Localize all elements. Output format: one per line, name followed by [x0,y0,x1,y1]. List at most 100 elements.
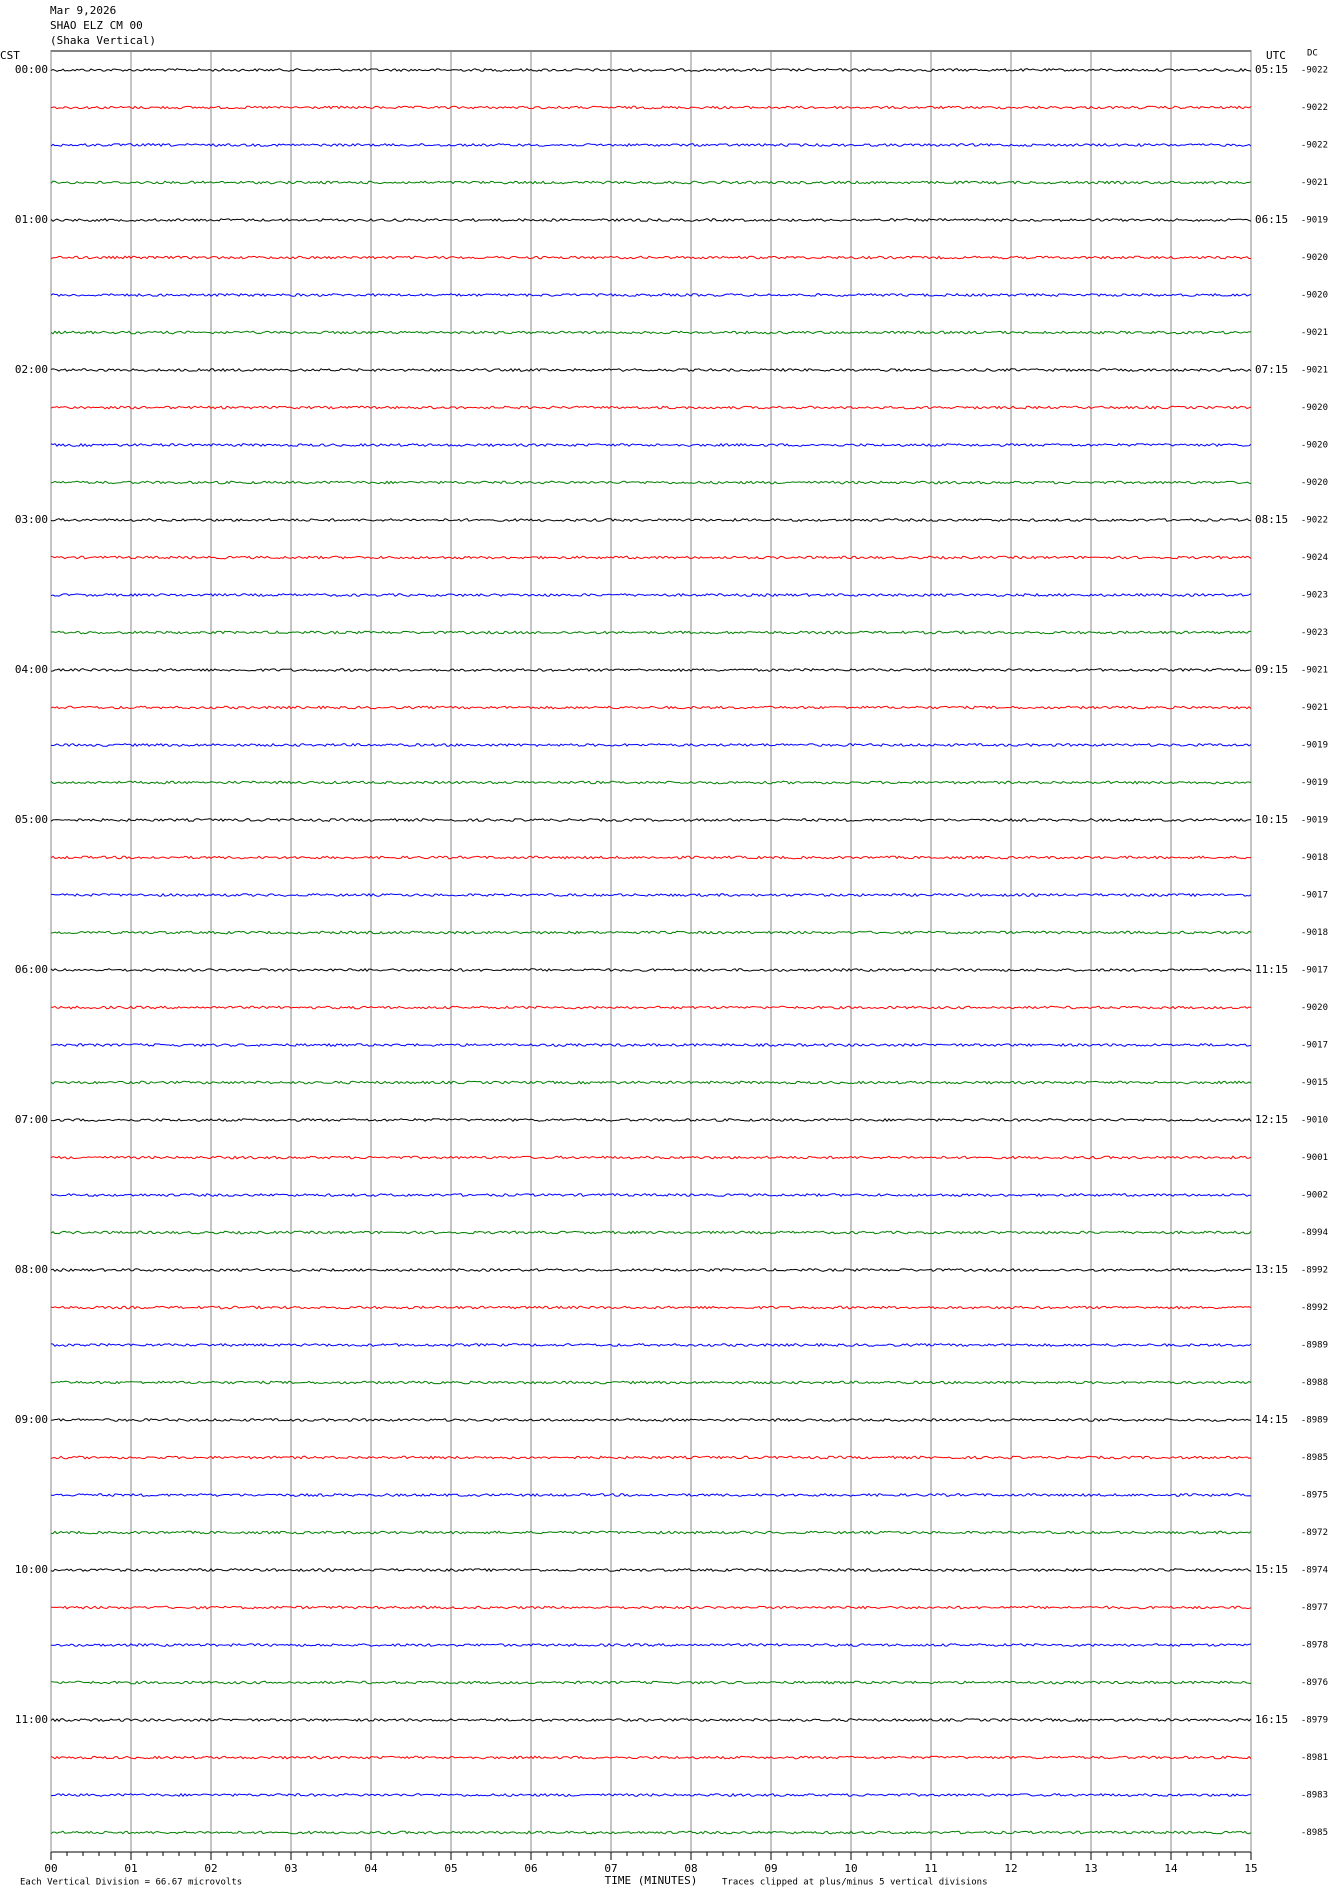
dc-value: -9023 [1301,628,1328,638]
dc-value: -9021 [1301,666,1328,676]
dc-value: -9021 [1301,703,1328,713]
dc-value: -9020 [1301,291,1328,301]
dc-value: -9017 [1301,891,1328,901]
x-tick-label: 00 [44,1862,57,1875]
dc-value: -8976 [1301,1678,1328,1688]
dc-value: -9019 [1301,741,1328,751]
trace [50,1230,1252,1235]
dc-value: -9024 [1301,553,1328,563]
utc-label: 07:15 [1255,363,1288,376]
utc-label: 16:15 [1255,1713,1288,1726]
cst-label: 02:00 [15,363,48,376]
trace [50,1755,1252,1760]
cst-label: 00:00 [15,63,48,76]
trace [50,1118,1252,1123]
x-tick-label: 05 [444,1862,457,1875]
cst-label: 05:00 [15,813,48,826]
trace [50,1080,1252,1085]
plot-frame [50,50,1252,1853]
dc-value: -9021 [1301,178,1328,188]
trace [50,1342,1252,1348]
utc-label: 06:15 [1255,213,1288,226]
dc-value: -9021 [1301,328,1328,338]
cst-label: 09:00 [15,1413,48,1426]
trace [50,1155,1252,1160]
trace [50,330,1252,335]
dc-value: -9002 [1301,1191,1328,1201]
cst-label: 06:00 [15,963,48,976]
trace [50,1305,1252,1310]
dc-value: -8989 [1301,1341,1328,1351]
trace [50,1193,1252,1198]
dc-value: -8981 [1301,1753,1328,1763]
x-tick-label: 06 [524,1862,537,1875]
dc-value: -9019 [1301,216,1328,226]
dc-value: -8983 [1301,1791,1328,1801]
dc-value: -9021 [1301,366,1328,376]
utc-label: 05:15 [1255,63,1288,76]
dc-value: -9020 [1301,403,1328,413]
trace [51,1642,1252,1647]
trace [50,1680,1252,1685]
dc-value: -9018 [1301,853,1328,863]
dc-value: -9022 [1301,516,1328,526]
trace [50,555,1252,560]
trace [50,1492,1252,1498]
trace [50,1380,1252,1385]
trace [50,668,1252,673]
utc-label: 13:15 [1255,1263,1288,1276]
dc-value: -8974 [1301,1566,1328,1576]
trace [50,367,1252,373]
trace [50,517,1252,522]
trace [50,780,1252,785]
dc-value: -8972 [1301,1528,1328,1538]
utc-label: 11:15 [1255,963,1288,976]
trace [50,1793,1252,1797]
utc-label: 15:15 [1255,1563,1288,1576]
cst-label: 10:00 [15,1563,48,1576]
dc-value: -8975 [1301,1491,1328,1501]
trace [50,1005,1252,1010]
dc-value: -8977 [1301,1603,1328,1613]
cst-label: 01:00 [15,213,48,226]
trace [50,855,1252,860]
trace [50,1830,1252,1835]
x-tick-label: 08 [684,1862,697,1875]
trace [50,968,1252,972]
cst-label: 04:00 [15,663,48,676]
dc-value: -9001 [1301,1153,1328,1163]
x-tick-label: 13 [1084,1862,1097,1875]
dc-value: -9020 [1301,478,1328,488]
footer-note: Traces clipped at plus/minus 5 vertical … [722,1878,988,1888]
title-line: Mar 9,2026 [50,4,116,17]
title-line: (Shaka Vertical) [50,34,156,47]
trace [50,1605,1252,1610]
x-tick-label: 02 [204,1862,217,1875]
dc-value: -9010 [1301,1116,1328,1126]
trace [50,442,1252,448]
dc-value: -8979 [1301,1716,1328,1726]
trace [50,142,1252,148]
utc-label: 08:15 [1255,513,1288,526]
x-tick-label: 12 [1004,1862,1017,1875]
dc-value: -9020 [1301,253,1328,263]
trace [50,217,1252,222]
trace [51,1418,1252,1423]
dc-value: -8994 [1301,1228,1328,1238]
x-tick-label: 07 [604,1862,617,1875]
trace [50,105,1252,110]
dc-value: -8978 [1301,1641,1328,1651]
trace [50,292,1252,298]
dc-value: -9020 [1301,441,1328,451]
cst-label: 08:00 [15,1263,48,1276]
x-tick-label: 11 [924,1862,937,1875]
trace [50,705,1252,710]
trace [50,480,1252,485]
trace [50,67,1252,72]
trace [50,405,1252,410]
dc-value: -8989 [1301,1416,1328,1426]
trace [50,180,1252,185]
trace [50,742,1252,748]
left-axis-label: CST [0,49,20,62]
